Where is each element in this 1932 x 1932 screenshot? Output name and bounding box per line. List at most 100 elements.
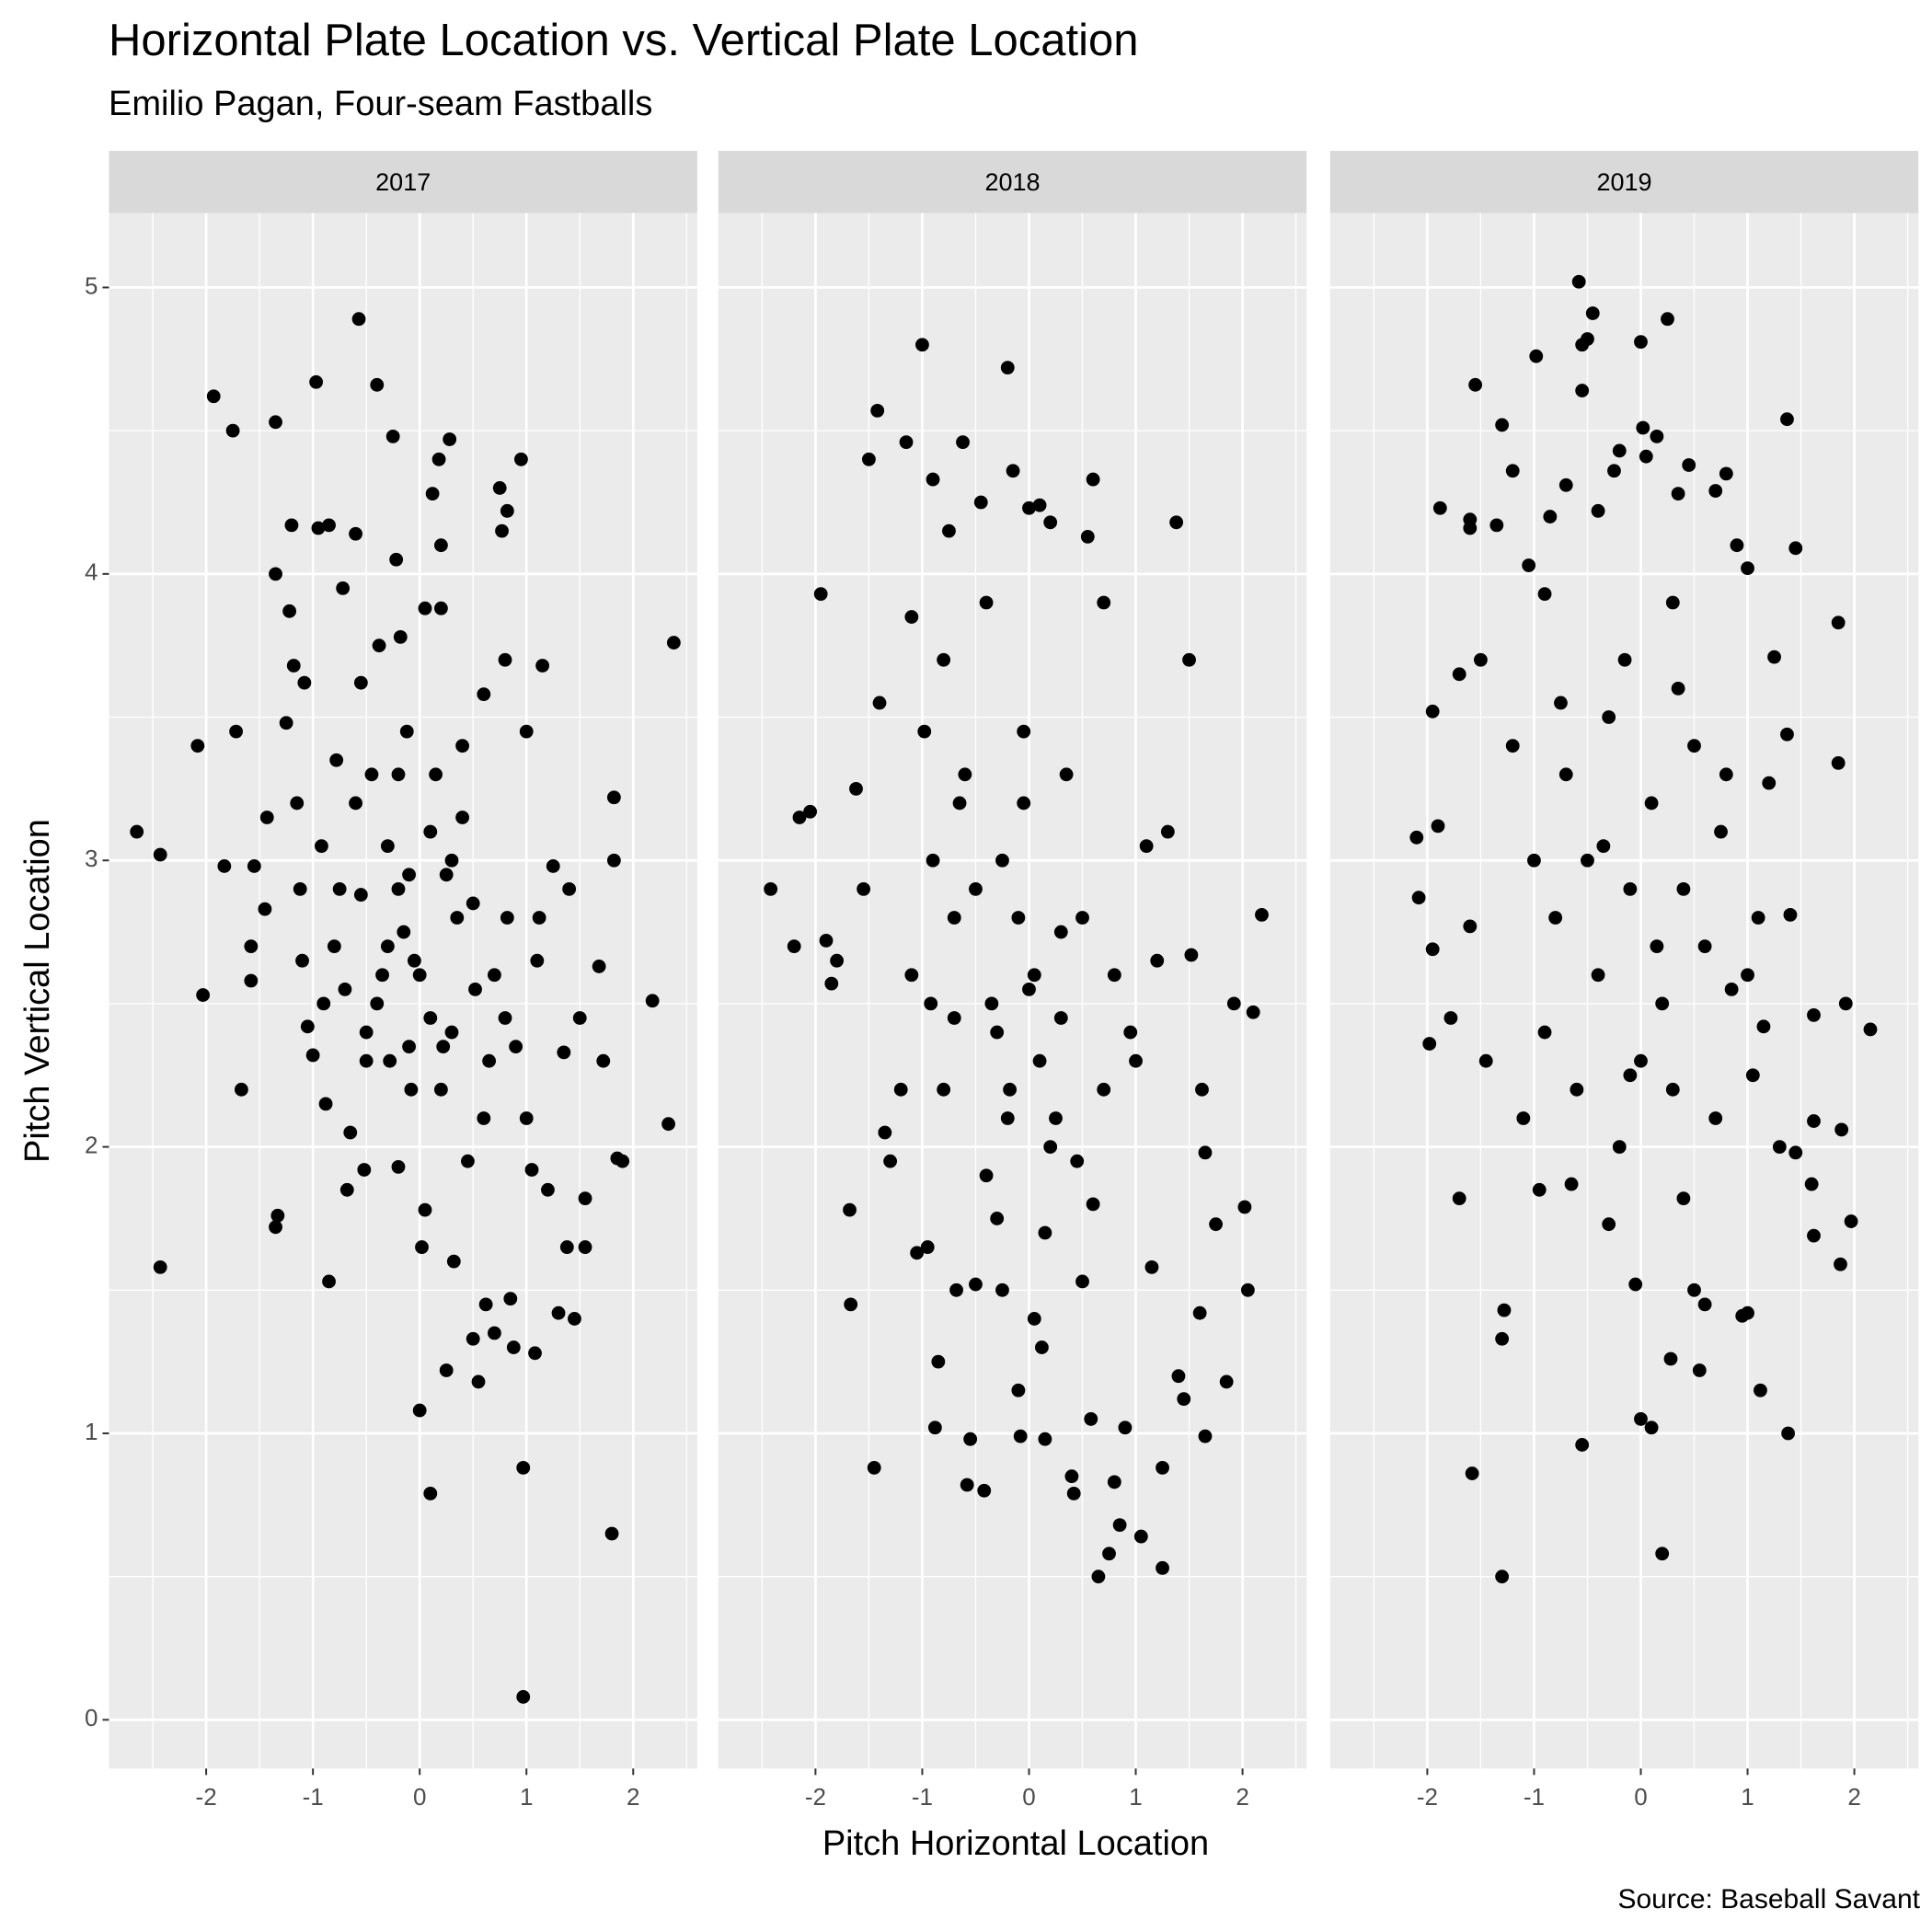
y-axis-label: Pitch Vertical Location xyxy=(18,819,57,1163)
point xyxy=(857,881,871,896)
point xyxy=(1591,968,1605,983)
point xyxy=(225,423,240,438)
point xyxy=(1198,1429,1213,1443)
point xyxy=(1650,429,1664,443)
point xyxy=(498,1011,512,1025)
point xyxy=(444,853,459,868)
point xyxy=(1655,996,1670,1011)
point xyxy=(661,1117,675,1132)
x-tick-label: 0 xyxy=(1022,1783,1035,1811)
point xyxy=(1035,1340,1049,1354)
point xyxy=(1013,1429,1028,1443)
point xyxy=(1665,1082,1680,1097)
point xyxy=(399,724,414,739)
strip xyxy=(718,151,1307,213)
point xyxy=(578,1191,592,1206)
point xyxy=(532,911,546,925)
point xyxy=(1687,739,1701,753)
strip xyxy=(1329,151,1919,213)
point xyxy=(1463,919,1478,934)
point xyxy=(153,1259,167,1274)
point xyxy=(1123,1025,1138,1040)
point xyxy=(1070,1154,1085,1168)
point xyxy=(269,415,282,430)
point xyxy=(1548,911,1563,925)
point xyxy=(269,1220,282,1235)
point xyxy=(904,610,919,624)
point xyxy=(969,1277,983,1292)
point xyxy=(1432,500,1447,515)
point xyxy=(1000,1111,1015,1125)
point xyxy=(937,652,951,667)
point xyxy=(461,1154,475,1168)
point xyxy=(1022,500,1036,515)
point xyxy=(1107,1475,1121,1489)
point xyxy=(1160,824,1175,839)
point xyxy=(455,811,470,824)
point xyxy=(1011,1383,1026,1397)
point xyxy=(514,452,528,466)
point xyxy=(259,811,274,824)
point xyxy=(1495,1570,1510,1584)
point xyxy=(1834,1122,1849,1137)
point xyxy=(973,495,988,510)
point xyxy=(541,1182,555,1197)
point xyxy=(1719,767,1733,782)
point xyxy=(477,1111,491,1125)
point xyxy=(578,1240,592,1254)
point xyxy=(904,968,919,983)
point xyxy=(1497,1303,1512,1317)
point xyxy=(844,1297,858,1312)
strip-label: 2017 xyxy=(375,168,431,196)
point xyxy=(952,796,967,811)
point xyxy=(1655,1547,1670,1561)
point xyxy=(316,996,331,1011)
point xyxy=(1634,1053,1648,1068)
caption: Source: Baseball Savant xyxy=(1617,1884,1920,1915)
point xyxy=(1027,1312,1041,1326)
point xyxy=(1150,953,1165,968)
point xyxy=(415,1240,429,1254)
point xyxy=(931,1354,946,1369)
point xyxy=(1043,515,1058,530)
point xyxy=(917,724,932,739)
point xyxy=(349,526,362,541)
point xyxy=(429,767,443,782)
point xyxy=(893,1082,908,1097)
point xyxy=(391,881,406,896)
point xyxy=(872,696,887,710)
point xyxy=(418,601,432,615)
point xyxy=(557,1045,571,1060)
x-tick-label: 0 xyxy=(1634,1783,1647,1811)
point xyxy=(397,925,411,939)
point xyxy=(1762,776,1777,790)
point xyxy=(915,338,929,352)
point xyxy=(990,1025,1005,1040)
point xyxy=(1639,449,1653,464)
point xyxy=(926,472,940,487)
point xyxy=(1516,1111,1531,1125)
point xyxy=(380,939,395,954)
point xyxy=(899,435,914,450)
point xyxy=(1719,466,1733,481)
point xyxy=(300,1019,315,1034)
point xyxy=(370,996,385,1011)
point xyxy=(995,1282,1009,1297)
point xyxy=(1080,529,1095,544)
chart-title: Horizontal Plate Location vs. Vertical P… xyxy=(109,16,1138,65)
point xyxy=(1017,724,1031,739)
point xyxy=(535,659,550,673)
point xyxy=(926,853,940,868)
point xyxy=(1198,1145,1213,1160)
point xyxy=(1741,1305,1754,1320)
x-tick-label: -2 xyxy=(1417,1783,1438,1811)
point xyxy=(1844,1214,1858,1228)
point xyxy=(492,481,507,495)
point xyxy=(927,1420,942,1435)
point xyxy=(1086,472,1100,487)
point xyxy=(1053,1011,1068,1025)
point xyxy=(190,739,205,753)
point xyxy=(1661,312,1674,327)
point xyxy=(1781,1426,1796,1441)
